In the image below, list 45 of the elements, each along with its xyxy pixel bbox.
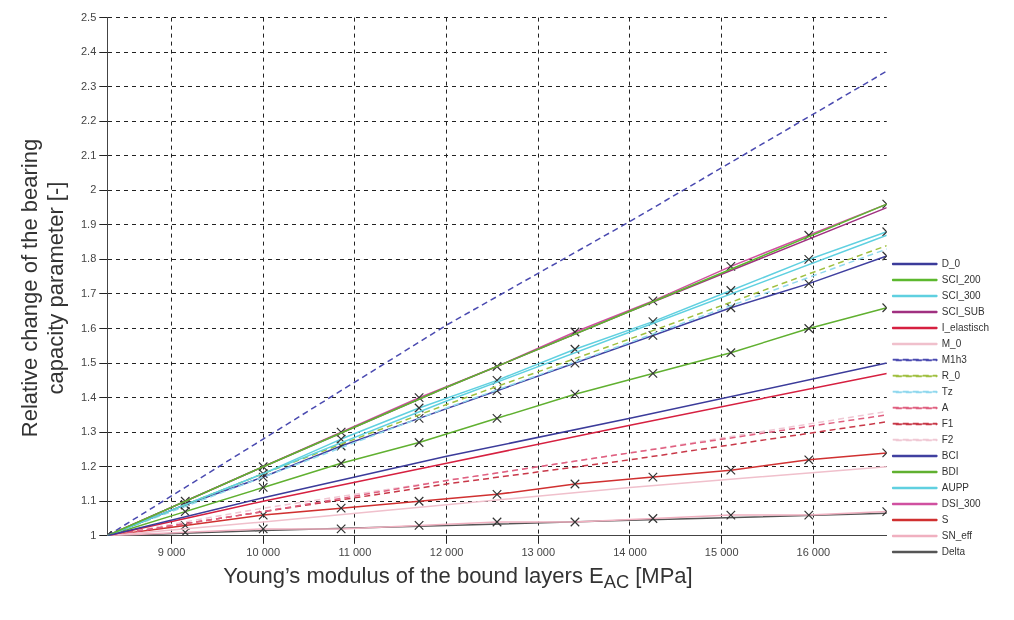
x-tick-label: 12 000 <box>429 546 464 559</box>
x-tick-label: 9 000 <box>157 546 186 559</box>
legend-label: F1 <box>941 417 954 429</box>
y-tick-label: 2.1 <box>80 148 97 161</box>
y-tick-label: 1.5 <box>80 356 97 369</box>
y-tick-label: 2.3 <box>80 79 97 92</box>
x-axis-title: Young’s modulus of the bound layers E$_{AC}$ [MPa] <box>222 563 694 594</box>
x-tick-label: 15 000 <box>704 546 739 559</box>
y-tick-label: 1.9 <box>80 217 97 230</box>
x-tick-label: 10 000 <box>246 546 281 559</box>
y-tick-label: 1.1 <box>80 494 97 507</box>
y-tick-label: 1.3 <box>80 425 97 438</box>
y-tick-label: 1.7 <box>80 287 97 299</box>
legend-label: I_elastisch <box>941 321 989 333</box>
legend-label: SCI_200 <box>941 273 982 285</box>
legend-label: Tz <box>941 385 953 397</box>
legend-label: BDI <box>941 465 959 477</box>
y-tick-label: 1 <box>90 528 97 541</box>
y-tick-label: 2.4 <box>80 45 97 58</box>
legend-label: DSI_300 <box>941 497 982 509</box>
legend-label: F2 <box>941 433 954 445</box>
legend-label: SCI_300 <box>941 289 982 301</box>
y-tick-label: 1.8 <box>80 252 97 265</box>
y-tick-label: 2.2 <box>80 114 97 127</box>
legend-label: M1h3 <box>941 353 968 365</box>
y-tick-label: 2.5 <box>80 10 97 23</box>
legend-label: SN_eff <box>941 529 973 541</box>
legend-label: BCI <box>941 449 959 461</box>
legend-label: M_0 <box>941 337 962 349</box>
x-tick-label: 13 000 <box>521 546 556 559</box>
legend-label: D_0 <box>941 257 961 269</box>
legend-label: S <box>941 513 949 525</box>
y-tick-label: 1.2 <box>80 459 97 472</box>
x-tick-label: 14 000 <box>613 546 647 559</box>
x-tick-label: 16 000 <box>796 546 831 559</box>
legend-label: R_0 <box>941 369 961 381</box>
y-tick-label: 1.6 <box>80 321 97 334</box>
x-tick-label: 11 000 <box>338 546 372 559</box>
y-tick-label: 2 <box>90 183 97 196</box>
legend-label: SCI_SUB <box>941 305 985 317</box>
y-tick-label: 1.4 <box>80 390 97 403</box>
y-axis-title: Relative change of the bearing capacity parameter [-] <box>17 137 69 440</box>
legend-label: Delta <box>941 545 966 557</box>
legend-label: A <box>941 401 949 413</box>
legend-label: AUPP <box>941 481 970 493</box>
